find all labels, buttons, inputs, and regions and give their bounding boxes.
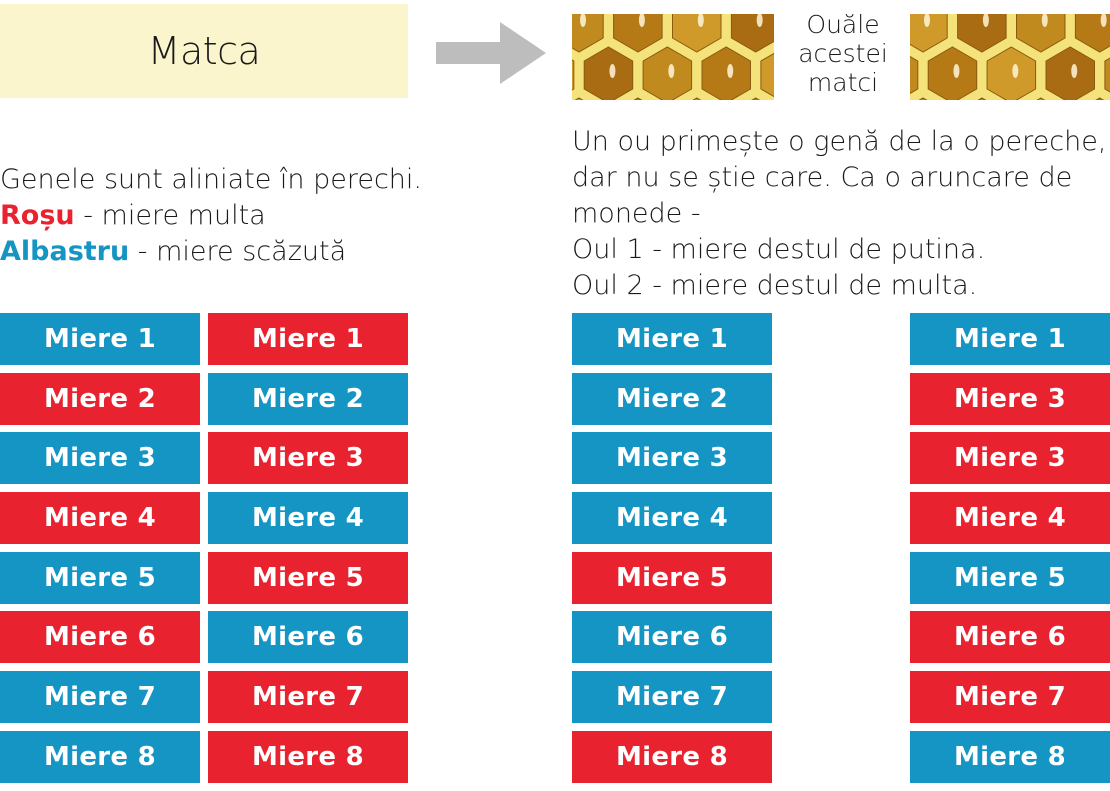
gene-block: Miere 1 (0, 313, 200, 365)
gene-block: Miere 5 (910, 551, 1110, 604)
explanation-line: Oul 2 - miere destul de multa. (572, 270, 978, 301)
legend-red: Roșu - miere multa (0, 198, 422, 234)
eggs-label-line: Ouăle (806, 10, 880, 39)
gene-block: Miere 7 (910, 671, 1110, 724)
eggs-label-line: matci (807, 68, 879, 97)
queen-box: Matca (0, 4, 408, 98)
gene-block: Miere 2 (572, 372, 772, 425)
queen-gene-column-right: Miere 1 Miere 2 Miere 3 Miere 4 Miere 5 Miere… (208, 313, 408, 791)
explanation-line: dar nu se știe care. Ca o aruncare de (572, 162, 1073, 193)
gene-block: Miere 1 (208, 313, 408, 365)
gene-block: Miere 8 (572, 730, 772, 783)
honeycomb-image-right (910, 14, 1110, 100)
gene-block: Miere 5 (0, 551, 200, 604)
legend-blue-desc: - miere scăzută (129, 236, 347, 267)
egg-1-gene-column: Miere 1 Miere 2 Miere 3 Miere 4 Miere 5 Miere… (572, 313, 772, 791)
gene-block: Miere 6 (572, 611, 772, 664)
gene-block: Miere 5 (572, 551, 772, 604)
gene-block: Miere 1 (572, 313, 772, 365)
gene-block: Miere 7 (0, 671, 200, 724)
eggs-label-line: acestei (798, 39, 888, 68)
gene-block: Miere 4 (910, 492, 1110, 545)
legend-red-word: Roșu (0, 200, 75, 231)
explanation-line: Oul 1 - miere destul de putina. (572, 234, 986, 265)
gene-block: Miere 2 (0, 372, 200, 425)
gene-block: Miere 4 (208, 492, 408, 545)
gene-block: Miere 8 (910, 730, 1110, 783)
explanation-text: Un ou primește o genă de la o pereche, d… (572, 124, 1110, 304)
queen-title: Matca (147, 29, 261, 73)
arrow-right-icon (436, 22, 546, 84)
gene-block: Miere 5 (208, 551, 408, 604)
gene-block: Miere 3 (910, 432, 1110, 485)
gene-block: Miere 3 (910, 372, 1110, 425)
legend-blue: Albastru - miere scăzută (0, 234, 422, 270)
gene-block: Miere 3 (0, 432, 200, 485)
egg-2-gene-column: Miere 1 Miere 3 Miere 3 Miere 4 Miere 5 Miere… (910, 313, 1110, 791)
legend-red-desc: - miere multa (74, 200, 266, 231)
legend-blue-word: Albastru (0, 236, 130, 267)
explanation-line: monede - (572, 198, 701, 229)
gene-block: Miere 2 (208, 372, 408, 425)
eggs-label: Ouăle acestei matci (784, 10, 902, 108)
gene-block: Miere 4 (0, 492, 200, 545)
gene-block: Miere 6 (910, 611, 1110, 664)
intro-text: Genele sunt aliniate în perechi. Roșu - … (0, 162, 422, 270)
gene-block: Miere 3 (572, 432, 772, 485)
gene-block: Miere 8 (0, 730, 200, 783)
gene-block: Miere 4 (572, 492, 772, 545)
gene-block: Miere 6 (208, 611, 408, 664)
gene-block: Miere 6 (0, 611, 200, 664)
gene-block: Miere 1 (910, 313, 1110, 365)
gene-block: Miere 7 (208, 671, 408, 724)
intro-line: Genele sunt aliniate în perechi. (0, 164, 423, 195)
gene-block: Miere 7 (572, 671, 772, 724)
gene-block: Miere 8 (208, 730, 408, 783)
gene-block: Miere 3 (208, 432, 408, 485)
queen-gene-column-left: Miere 1 Miere 2 Miere 3 Miere 4 Miere 5 Miere… (0, 313, 200, 791)
honeycomb-image-left (572, 14, 774, 100)
explanation-line: Un ou primește o genă de la o pereche, (572, 126, 1107, 157)
